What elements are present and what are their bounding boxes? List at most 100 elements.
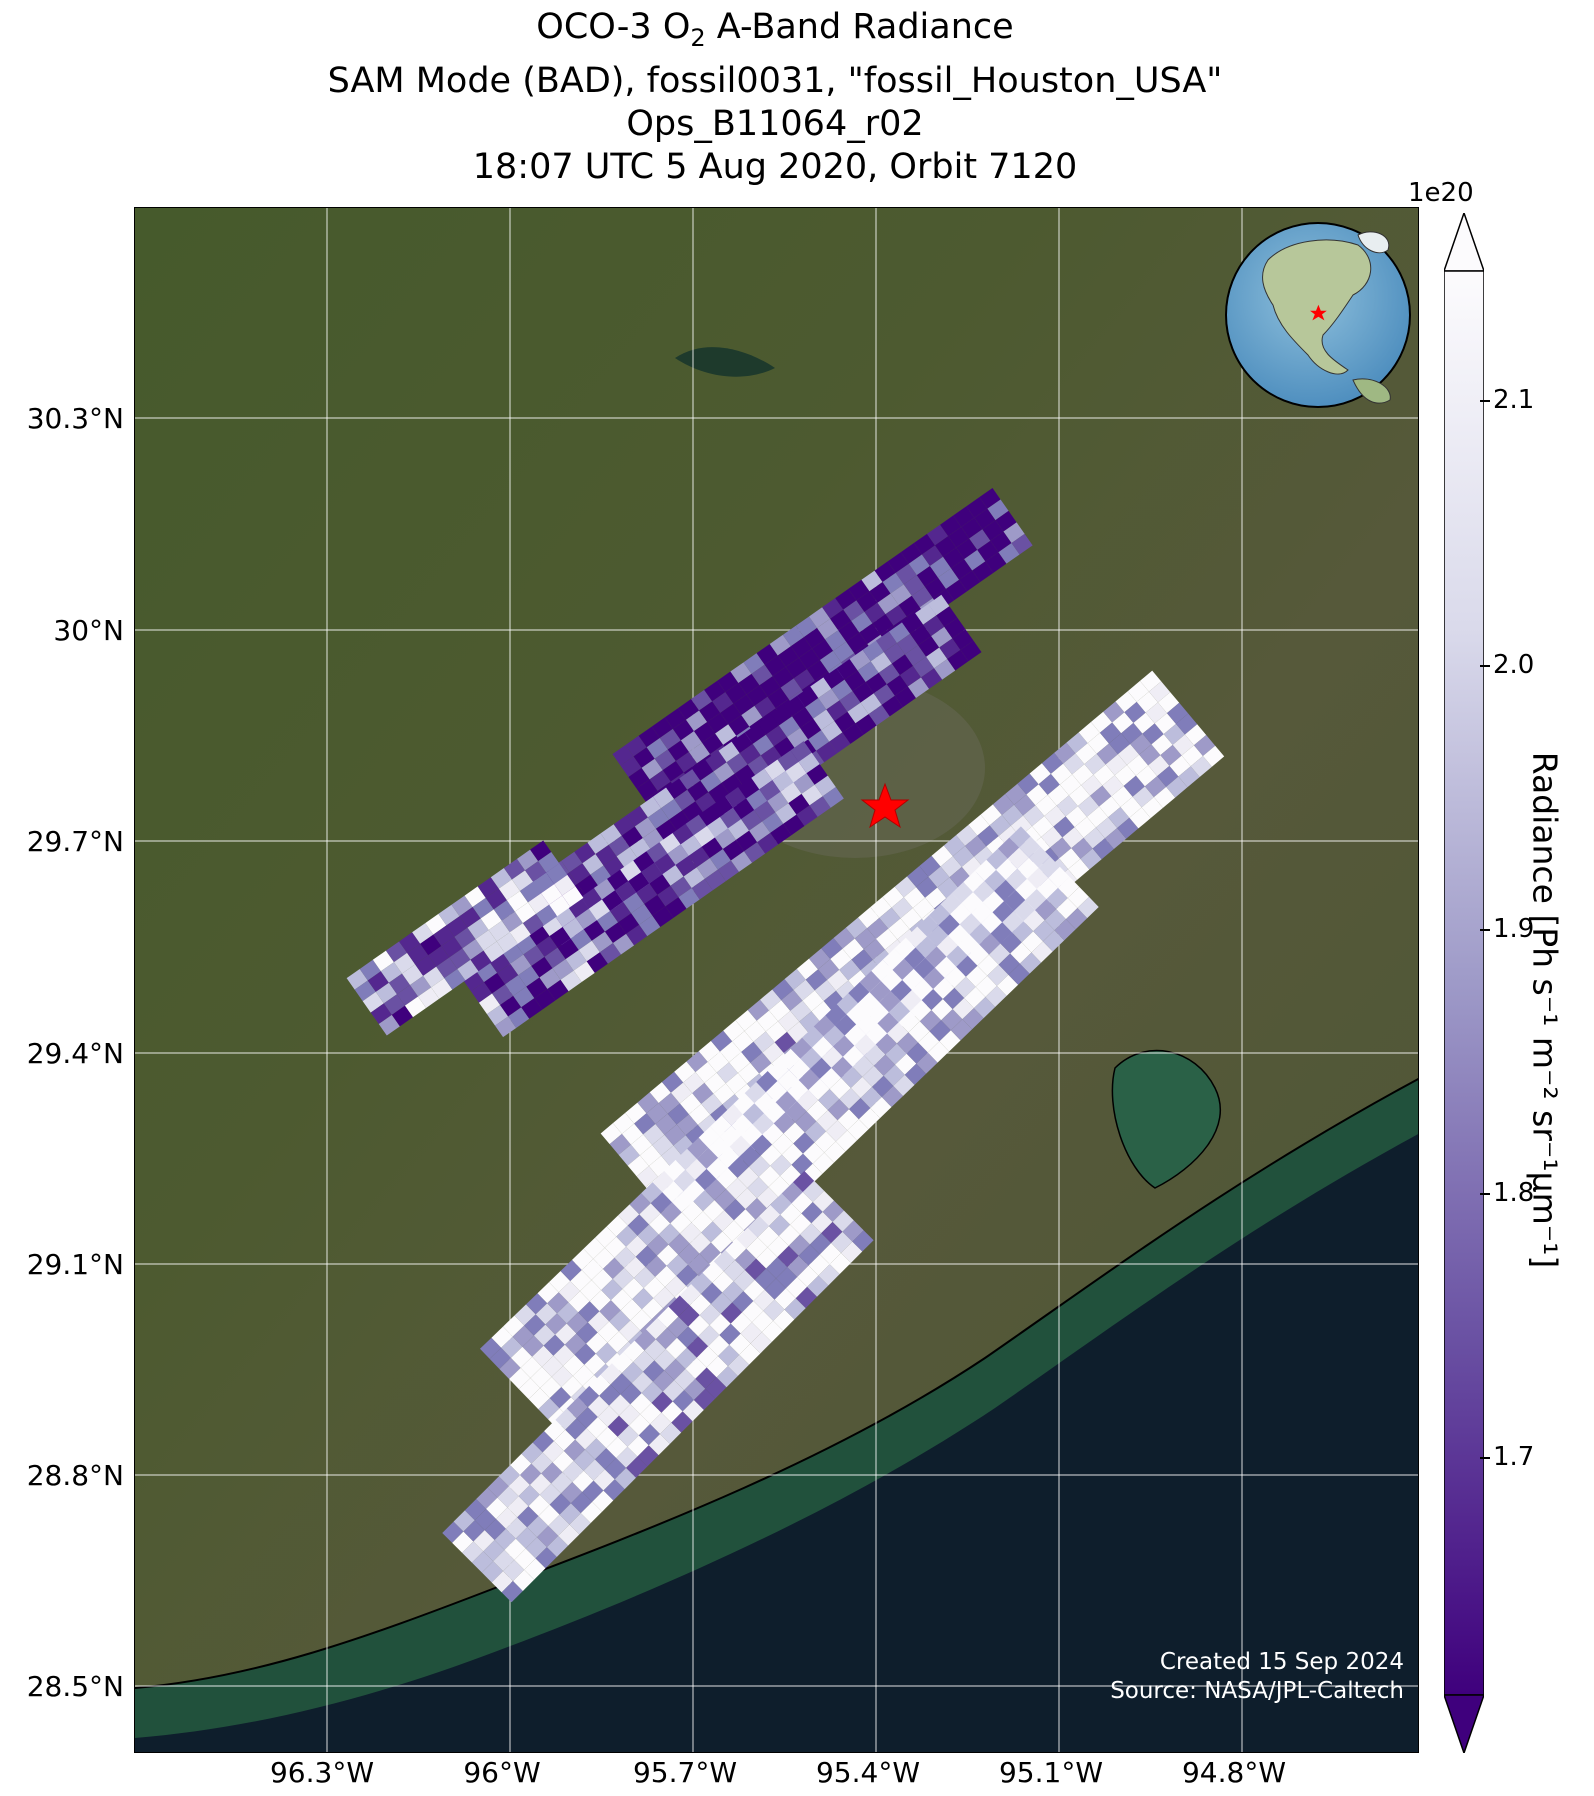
sounding-cell	[839, 959, 861, 981]
sounding-cell	[750, 1052, 772, 1074]
sounding-cell	[489, 952, 511, 973]
sounding-cell	[370, 1003, 392, 1025]
sounding-cell	[587, 833, 609, 855]
sounding-cell	[1041, 826, 1063, 848]
sounding-cell	[765, 1081, 788, 1103]
sounding-cell	[529, 1473, 552, 1495]
sounding-cell	[623, 1340, 645, 1362]
sounding-cell	[774, 1031, 796, 1053]
sounding-cell	[751, 664, 773, 686]
sounding-cell	[785, 1101, 807, 1123]
sounding-cell	[665, 1337, 687, 1360]
sounding-cell	[567, 897, 589, 918]
sounding-cell	[641, 758, 663, 780]
sounding-cell	[797, 686, 819, 708]
sounding-cell	[641, 1298, 664, 1320]
sounding-cell	[961, 892, 983, 914]
sounding-cell	[539, 1483, 562, 1505]
sounding-cell	[823, 668, 845, 689]
sounding-cell	[662, 760, 684, 782]
sounding-cell	[891, 654, 914, 676]
sounding-cell	[725, 1238, 747, 1261]
sounding-cell	[925, 946, 947, 968]
sounding-cell	[684, 1378, 706, 1401]
sounding-cell	[785, 1276, 808, 1299]
sounding-cell	[1009, 826, 1031, 848]
lat-label: 30.3°N	[26, 402, 124, 435]
sounding-cell	[669, 810, 691, 832]
sounding-cell	[956, 955, 978, 977]
sounding-cell	[616, 847, 638, 868]
sounding-cell	[719, 1041, 742, 1063]
sounding-cell	[1108, 733, 1131, 755]
sounding-cell	[711, 796, 734, 817]
sounding-cell	[582, 1480, 604, 1502]
sounding-cell	[470, 982, 493, 1003]
sounding-cell	[560, 1259, 582, 1282]
sounding-cell	[896, 633, 919, 655]
sounding-cell	[961, 517, 983, 539]
sounding-cell	[547, 979, 569, 1001]
sounding-cell	[511, 870, 534, 891]
sounding-cell	[399, 932, 421, 953]
sounding-cell	[1151, 734, 1173, 756]
sounding-cell	[1003, 522, 1025, 544]
sounding-cell	[595, 1226, 617, 1248]
sounding-cell	[630, 1309, 652, 1331]
map-svg	[135, 208, 1418, 1752]
sounding-cell	[754, 696, 776, 718]
sounding-cell	[578, 940, 600, 962]
sounding-cell	[531, 1452, 553, 1474]
map-panel[interactable]	[134, 207, 1419, 1753]
sounding-cell	[728, 715, 750, 736]
sounding-cell	[592, 1490, 614, 1512]
sounding-cell	[517, 1506, 539, 1528]
sounding-cell	[870, 652, 892, 673]
sounding-cell	[526, 1293, 548, 1315]
sounding-cell	[609, 1310, 631, 1332]
sounding-cell	[555, 1408, 577, 1430]
sounding-cell	[916, 876, 938, 898]
sounding-cell	[735, 1010, 757, 1032]
sounding-cell	[533, 872, 555, 894]
sounding-cell	[689, 1293, 711, 1316]
sounding-cell	[561, 1482, 583, 1504]
sounding-cell	[767, 1235, 789, 1258]
sounding-cell	[865, 672, 887, 694]
sounding-cell	[996, 974, 1019, 996]
sounding-cell	[833, 1035, 855, 1057]
sounding-cell	[1033, 920, 1055, 942]
sounding-cell	[982, 520, 1004, 541]
sounding-cell	[895, 563, 917, 585]
sounding-cell	[736, 1227, 758, 1249]
sounding-cell	[911, 586, 933, 608]
sounding-cell	[802, 1026, 824, 1048]
sounding-cell	[786, 1021, 809, 1043]
sounding-cell	[484, 972, 506, 994]
sounding-cell	[597, 1405, 620, 1427]
colorbar-tick-label: 1.7	[1493, 1442, 1535, 1472]
sounding-cell	[612, 933, 635, 955]
sounding-cell	[657, 885, 679, 907]
sounding-cell	[680, 731, 703, 752]
sounding-cell	[695, 1061, 717, 1083]
sounding-cell	[752, 1113, 774, 1135]
sounding-cell	[578, 1301, 600, 1323]
sounding-cell	[839, 1087, 861, 1110]
sounding-cell	[857, 992, 880, 1014]
sounding-cell	[648, 1155, 671, 1177]
sounding-cell	[1181, 745, 1203, 767]
sounding-cell	[687, 780, 709, 802]
sounding-cell	[515, 933, 537, 955]
sounding-cell	[599, 1384, 621, 1406]
sounding-cell	[547, 1292, 569, 1314]
sounding-cell	[921, 545, 944, 566]
sounding-cell	[593, 1247, 615, 1269]
sounding-cell	[577, 874, 599, 896]
sounding-cell	[852, 681, 874, 703]
sounding-cell	[719, 1323, 741, 1345]
sounding-cell	[671, 1411, 693, 1433]
sounding-cell	[538, 1398, 560, 1420]
sounding-cell	[998, 825, 1020, 847]
sounding-cell	[573, 1449, 595, 1471]
